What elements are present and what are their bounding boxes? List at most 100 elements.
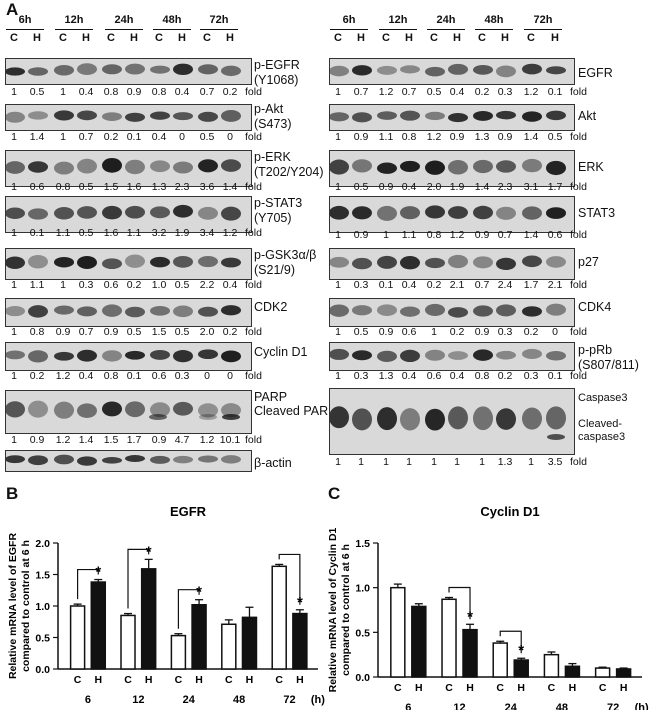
lane-label: H bbox=[453, 32, 461, 44]
x-axis-unit: (h) bbox=[635, 702, 649, 710]
blot-band bbox=[400, 408, 420, 431]
blot-band bbox=[400, 160, 420, 173]
fold-value: 0.4 bbox=[151, 131, 167, 143]
blot-band bbox=[221, 403, 241, 418]
fold-value: 0.2 bbox=[222, 86, 238, 98]
blot-image bbox=[330, 158, 566, 176]
lane-label: C bbox=[527, 32, 535, 44]
blot-left-8 bbox=[5, 450, 252, 472]
fold-value: 0.9 bbox=[449, 131, 465, 143]
blot-band bbox=[522, 255, 542, 268]
blot-band bbox=[102, 304, 122, 317]
fold-value: 0.2 bbox=[523, 326, 539, 338]
fold-value: 1.5 bbox=[151, 326, 167, 338]
blot-band bbox=[28, 305, 48, 318]
fold-value: 1.2 bbox=[523, 86, 539, 98]
fold-value: 1 bbox=[358, 456, 364, 468]
blot-image bbox=[330, 348, 566, 363]
fold-value: 1 bbox=[479, 456, 485, 468]
fold-unit-label: fold bbox=[570, 326, 587, 338]
fold-value: 1.7 bbox=[523, 279, 539, 291]
blot-band bbox=[6, 207, 25, 219]
lane-label: C bbox=[382, 32, 390, 44]
group-label: 24 bbox=[183, 694, 196, 706]
lane-label: C bbox=[155, 32, 163, 44]
blot-image bbox=[6, 204, 241, 221]
blot-band bbox=[198, 455, 218, 463]
blot-band bbox=[473, 110, 493, 121]
blot-left-5-label: CDK2 bbox=[254, 300, 288, 314]
blot-right-1-label: Akt bbox=[578, 109, 597, 123]
blot-band bbox=[150, 111, 170, 120]
blot-band bbox=[77, 206, 97, 219]
blot-band bbox=[125, 306, 145, 318]
blot-band bbox=[54, 207, 74, 220]
blot-band bbox=[400, 110, 420, 121]
blot-image bbox=[6, 304, 241, 318]
blot-band bbox=[173, 401, 193, 416]
blot-band bbox=[352, 65, 372, 76]
cleaved-band-layer bbox=[547, 434, 565, 440]
blot-band bbox=[77, 349, 97, 362]
blot-left-0 bbox=[5, 58, 252, 85]
fold-unit-label: fold bbox=[245, 326, 262, 338]
fold-value: 0 bbox=[227, 131, 233, 143]
fold-value: 0.8 bbox=[474, 370, 490, 382]
fold-value: 0.6 bbox=[103, 279, 119, 291]
fold-value: 3.1 bbox=[523, 181, 539, 193]
bar-category-label: H bbox=[620, 682, 628, 694]
blot-image bbox=[330, 63, 566, 78]
blot-band bbox=[77, 158, 97, 174]
fold-value: 3.5 bbox=[547, 456, 563, 468]
fold-value: 1 bbox=[528, 456, 534, 468]
blot-band bbox=[28, 455, 48, 466]
blot-band bbox=[198, 403, 218, 418]
blot-right-7-label: Caspase3 Cleaved- caspase3 bbox=[578, 392, 628, 443]
blot-band bbox=[77, 63, 97, 75]
blot-band bbox=[173, 255, 193, 268]
bar-C-72 bbox=[594, 667, 611, 678]
blot-band bbox=[6, 350, 25, 360]
blot-band bbox=[198, 349, 218, 360]
time-point-underline bbox=[6, 29, 44, 30]
fold-unit-label: fold bbox=[570, 131, 587, 143]
time-point-underline bbox=[200, 29, 238, 30]
blot-band bbox=[221, 159, 241, 172]
fold-value: 1 bbox=[11, 279, 17, 291]
blot-band bbox=[522, 206, 542, 220]
blot-band bbox=[546, 160, 566, 176]
blot-band bbox=[221, 110, 241, 122]
blot-band bbox=[425, 408, 445, 431]
fold-unit-label: fold bbox=[245, 131, 262, 143]
blot-band bbox=[28, 400, 48, 418]
fold-value: 1.2 bbox=[199, 434, 215, 446]
fold-value: 0.6 bbox=[426, 370, 442, 382]
fold-value: 1.6 bbox=[126, 181, 142, 193]
fold-value: 1.4 bbox=[523, 229, 539, 241]
bar-category-label: H bbox=[466, 682, 474, 694]
time-point-24h: 24h bbox=[114, 14, 134, 26]
egfr-mrna-chart: EGFR 0.0 0.5 1.0 1.5 2.0 Relative mRNA level o… bbox=[7, 504, 325, 706]
blot-band bbox=[546, 406, 566, 430]
significance-bracket bbox=[278, 553, 301, 605]
fold-value: 0.7 bbox=[199, 86, 215, 98]
fold-value: 0.4 bbox=[449, 86, 465, 98]
blot-image bbox=[330, 303, 566, 318]
time-point-underline bbox=[379, 29, 417, 30]
x-axis-unit: (h) bbox=[311, 694, 325, 706]
blot-band bbox=[330, 348, 349, 360]
fold-value: 1.5 bbox=[103, 434, 119, 446]
blot-image bbox=[6, 454, 241, 466]
blot-band bbox=[221, 305, 241, 316]
blot-band bbox=[473, 305, 493, 317]
blot-band bbox=[425, 111, 445, 121]
fold-value: 1 bbox=[60, 279, 66, 291]
blot-band bbox=[198, 111, 218, 122]
fold-value: 0.8 bbox=[29, 326, 45, 338]
fold-value: 1.6 bbox=[103, 227, 119, 239]
fold-value: 1 bbox=[431, 326, 437, 338]
blot-right-0 bbox=[329, 58, 575, 85]
fold-value: 0.2 bbox=[449, 326, 465, 338]
fold-value: 0.7 bbox=[78, 326, 94, 338]
blot-band bbox=[522, 158, 542, 173]
